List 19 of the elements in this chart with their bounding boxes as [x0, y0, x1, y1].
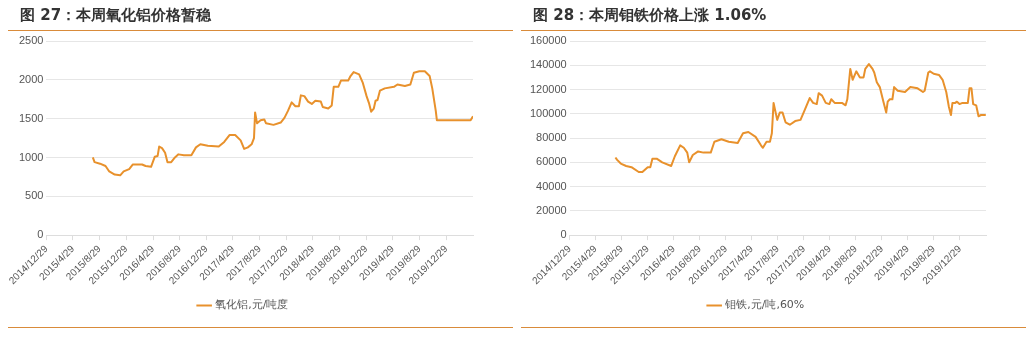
y-tick-label: 160000: [529, 34, 567, 47]
y-tick-label: 0: [560, 228, 567, 241]
y-tick-label: 100000: [529, 106, 567, 119]
y-tick-label: 0: [37, 228, 44, 241]
y-tick-label: 1000: [18, 150, 44, 163]
chart-title: 图 27：本周氧化铝价格暂稳: [8, 0, 513, 31]
y-tick-label: 40000: [536, 179, 567, 192]
y-tick-label: 140000: [529, 58, 567, 71]
y-tick-label: 120000: [529, 82, 567, 95]
legend-label: 氧化铝,元/吨度: [215, 298, 289, 312]
chart-title: 图 28：本周钼铁价格上涨 1.06%: [521, 0, 1026, 31]
y-tick-label: 1500: [18, 111, 44, 124]
y-tick-label: 2500: [18, 34, 44, 47]
legend-label: 钼铁,元/吨,60%: [724, 298, 805, 312]
y-tick-label: 2000: [18, 72, 44, 85]
y-tick-label: 80000: [536, 131, 567, 144]
y-tick-label: 20000: [536, 203, 567, 216]
y-tick-label: 60000: [536, 155, 567, 168]
y-tick-label: 500: [25, 189, 44, 202]
